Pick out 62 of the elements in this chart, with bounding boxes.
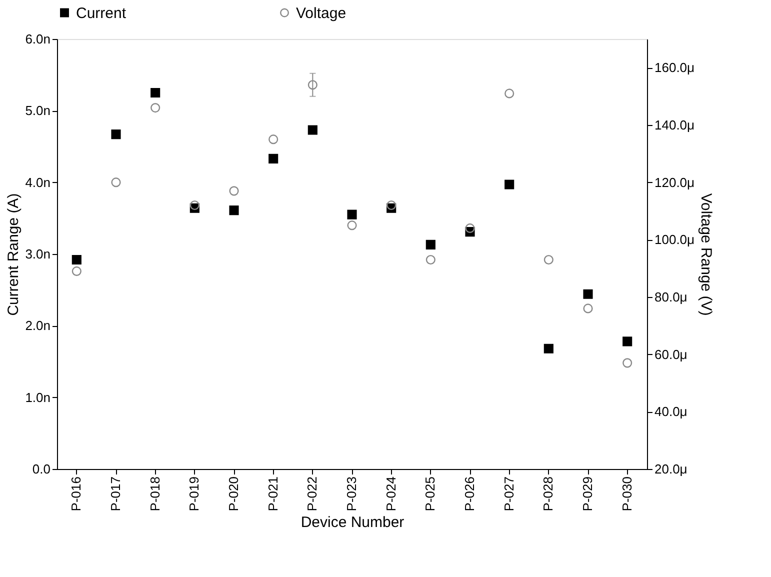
x-tick-label: P-030 xyxy=(619,476,634,512)
y2-tick-label: 160.0μ xyxy=(654,60,695,76)
point xyxy=(622,336,632,346)
point xyxy=(426,240,436,250)
y-tick-label: 1.0n xyxy=(25,390,50,405)
point xyxy=(72,254,82,265)
y-axis-title: Current Range (A) xyxy=(5,193,22,316)
y2-tick-label: 140.0μ xyxy=(654,118,695,132)
legend-label: Current xyxy=(76,4,127,22)
x-tick-label: P-024 xyxy=(383,476,398,512)
y2-tick-label: 120.0μ xyxy=(654,174,695,190)
point xyxy=(150,103,160,113)
point xyxy=(426,254,436,265)
y-tick-label: 4.0n xyxy=(25,174,50,190)
point xyxy=(308,80,318,90)
y2-tick-label: 60.0μ xyxy=(654,346,688,362)
x-tick-label: P-017 xyxy=(108,476,123,512)
x-axis-title: Device Number xyxy=(300,514,404,532)
y-tick-label: 0.0 xyxy=(32,462,50,476)
y2-axis-title: Voltage Range (V) xyxy=(698,193,715,316)
x-tick-label: P-018 xyxy=(147,476,162,512)
point xyxy=(229,186,239,196)
point xyxy=(583,304,593,314)
x-tick-label: P-022 xyxy=(304,476,320,512)
y-tick-label: 3.0n xyxy=(25,246,50,262)
y2-tick-label: 40.0μ xyxy=(654,404,688,420)
x-tick-label: P-023 xyxy=(344,476,359,512)
point xyxy=(504,88,514,98)
x-tick-label: P-019 xyxy=(186,476,202,512)
x-tick-label: P-027 xyxy=(501,476,516,512)
x-tick-label: P-028 xyxy=(540,476,556,512)
point xyxy=(347,220,357,230)
y-tick-label: 5.0n xyxy=(25,103,50,118)
point xyxy=(111,178,121,188)
legend-label: Voltage xyxy=(296,4,346,22)
point xyxy=(308,125,318,135)
y-tick-label: 6.0n xyxy=(25,32,50,46)
point xyxy=(72,266,82,276)
point xyxy=(386,200,396,210)
x-tick-label: P-020 xyxy=(226,476,241,512)
x-tick-label: P-021 xyxy=(265,476,280,512)
y2-tick-label: 20.0μ xyxy=(654,462,688,476)
x-tick-label: P-029 xyxy=(580,476,595,512)
point xyxy=(583,289,593,299)
point xyxy=(544,254,554,265)
y2-tick-label: 100.0μ xyxy=(654,232,695,248)
point xyxy=(544,344,554,354)
x-tick-label: P-016 xyxy=(68,476,84,512)
point xyxy=(504,180,514,190)
point xyxy=(111,130,121,140)
point xyxy=(190,200,200,210)
point xyxy=(465,223,475,233)
point xyxy=(268,134,278,144)
y-tick-label: 2.0n xyxy=(25,318,50,334)
point xyxy=(347,210,357,220)
y2-tick-label: 80.0μ xyxy=(654,290,688,304)
point xyxy=(229,206,239,216)
point xyxy=(268,154,278,164)
point xyxy=(150,88,160,98)
point xyxy=(622,358,632,368)
x-tick-label: P-025 xyxy=(422,476,438,512)
x-tick-label: P-026 xyxy=(462,476,477,512)
